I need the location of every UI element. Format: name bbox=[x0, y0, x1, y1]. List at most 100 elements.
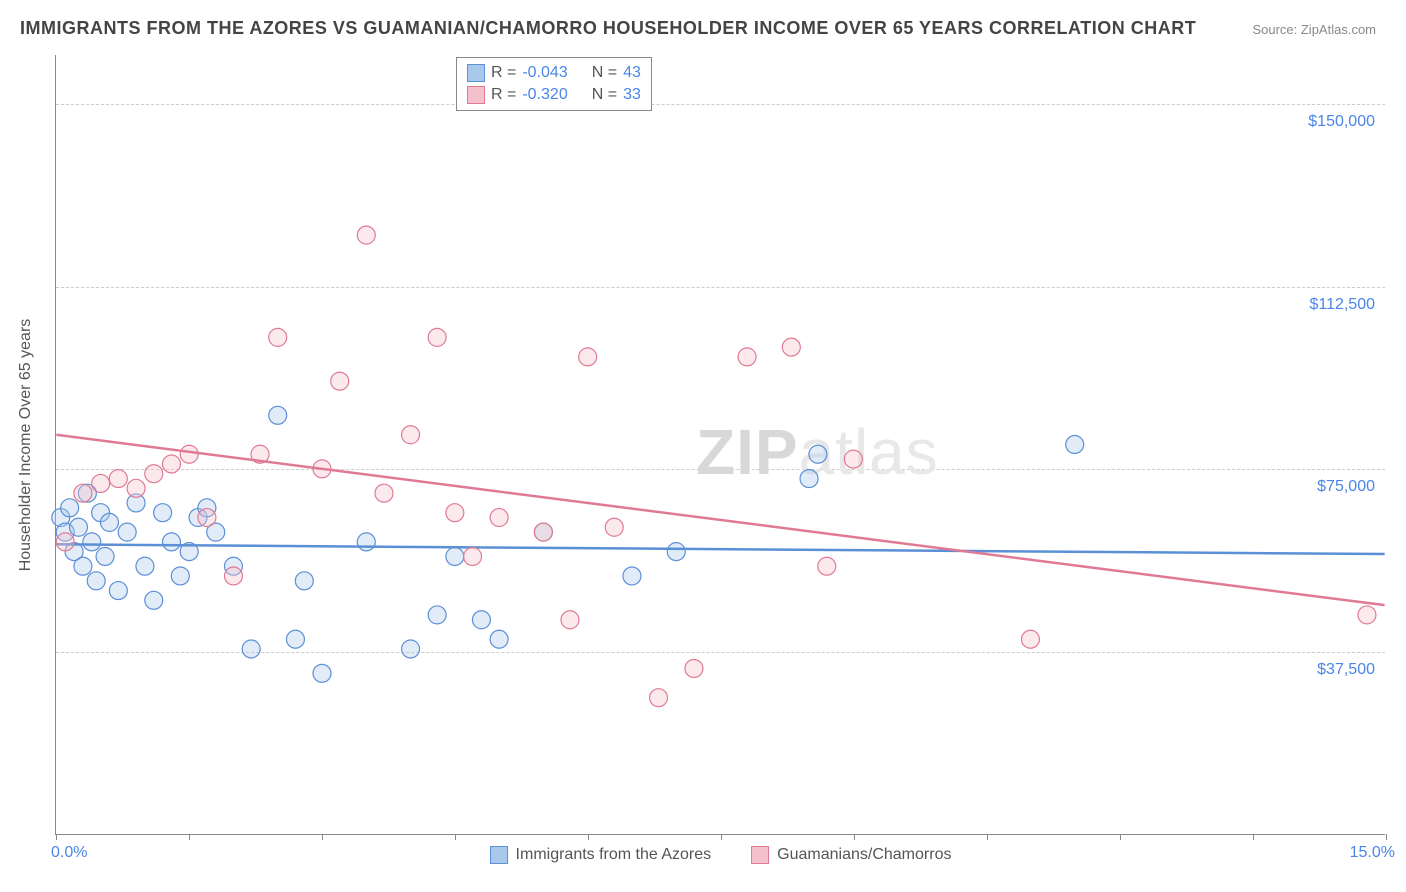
corr-n-label: N = bbox=[592, 84, 617, 106]
scatter-point-azores bbox=[87, 572, 105, 590]
scatter-point-guam bbox=[844, 450, 862, 468]
corr-swatch-azores bbox=[467, 64, 485, 82]
scatter-point-guam bbox=[145, 465, 163, 483]
scatter-point-azores bbox=[118, 523, 136, 541]
corr-r-value: -0.320 bbox=[522, 84, 567, 106]
y-axis-label: Householder Income Over 65 years bbox=[17, 318, 35, 571]
series-legend: Immigrants from the Azores Guamanians/Ch… bbox=[490, 846, 952, 864]
scatter-point-guam bbox=[357, 226, 375, 244]
x-tick bbox=[721, 834, 722, 840]
scatter-point-guam bbox=[464, 547, 482, 565]
scatter-point-azores bbox=[800, 470, 818, 488]
legend-label-azores: Immigrants from the Azores bbox=[516, 846, 712, 864]
scatter-point-azores bbox=[490, 630, 508, 648]
scatter-point-guam bbox=[180, 445, 198, 463]
scatter-point-guam bbox=[561, 611, 579, 629]
x-axis-max-label: 15.0% bbox=[1350, 844, 1395, 862]
corr-r-label: R = bbox=[491, 84, 516, 106]
x-tick bbox=[854, 834, 855, 840]
scatter-point-guam bbox=[109, 470, 127, 488]
corr-legend-row-azores: R = -0.043 N = 43 bbox=[467, 62, 641, 84]
corr-swatch-guam bbox=[467, 86, 485, 104]
scatter-point-azores bbox=[295, 572, 313, 590]
scatter-point-azores bbox=[667, 543, 685, 561]
chart-svg bbox=[56, 55, 1385, 834]
scatter-point-azores bbox=[809, 445, 827, 463]
x-tick bbox=[189, 834, 190, 840]
x-tick bbox=[1253, 834, 1254, 840]
scatter-point-azores bbox=[313, 664, 331, 682]
x-tick bbox=[455, 834, 456, 840]
corr-r-value: -0.043 bbox=[522, 62, 567, 84]
scatter-point-azores bbox=[109, 582, 127, 600]
source-label: Source: ZipAtlas.com bbox=[1252, 22, 1376, 37]
scatter-point-guam bbox=[331, 372, 349, 390]
scatter-point-guam bbox=[402, 426, 420, 444]
scatter-point-azores bbox=[269, 406, 287, 424]
scatter-point-azores bbox=[446, 547, 464, 565]
scatter-point-azores bbox=[70, 518, 88, 536]
scatter-point-azores bbox=[242, 640, 260, 658]
x-tick bbox=[322, 834, 323, 840]
scatter-point-guam bbox=[269, 328, 287, 346]
x-tick bbox=[987, 834, 988, 840]
scatter-point-azores bbox=[83, 533, 101, 551]
scatter-point-guam bbox=[74, 484, 92, 502]
scatter-point-guam bbox=[738, 348, 756, 366]
scatter-point-guam bbox=[446, 504, 464, 522]
correlation-legend: R = -0.043 N = 43 R = -0.320 N = 33 bbox=[456, 57, 652, 111]
scatter-point-azores bbox=[136, 557, 154, 575]
scatter-point-azores bbox=[1066, 436, 1084, 454]
legend-item-azores: Immigrants from the Azores bbox=[490, 846, 712, 864]
x-tick bbox=[1386, 834, 1387, 840]
scatter-point-azores bbox=[402, 640, 420, 658]
x-tick bbox=[588, 834, 589, 840]
scatter-point-azores bbox=[171, 567, 189, 585]
scatter-point-guam bbox=[198, 509, 216, 527]
scatter-point-guam bbox=[534, 523, 552, 541]
scatter-point-guam bbox=[685, 659, 703, 677]
corr-n-label: N = bbox=[592, 62, 617, 84]
scatter-point-guam bbox=[127, 479, 145, 497]
corr-n-value: 43 bbox=[623, 62, 641, 84]
scatter-point-guam bbox=[818, 557, 836, 575]
scatter-point-guam bbox=[782, 338, 800, 356]
x-tick bbox=[1120, 834, 1121, 840]
scatter-point-azores bbox=[286, 630, 304, 648]
scatter-point-guam bbox=[375, 484, 393, 502]
corr-legend-row-guam: R = -0.320 N = 33 bbox=[467, 84, 641, 106]
scatter-point-azores bbox=[145, 591, 163, 609]
scatter-point-guam bbox=[224, 567, 242, 585]
legend-swatch-azores bbox=[490, 846, 508, 864]
scatter-point-guam bbox=[56, 533, 74, 551]
scatter-point-guam bbox=[1021, 630, 1039, 648]
scatter-point-guam bbox=[428, 328, 446, 346]
scatter-point-azores bbox=[74, 557, 92, 575]
corr-r-label: R = bbox=[491, 62, 516, 84]
scatter-point-azores bbox=[154, 504, 172, 522]
legend-swatch-guam bbox=[751, 846, 769, 864]
scatter-point-azores bbox=[162, 533, 180, 551]
chart-title: IMMIGRANTS FROM THE AZORES VS GUAMANIAN/… bbox=[20, 18, 1196, 39]
scatter-point-guam bbox=[92, 474, 110, 492]
legend-item-guam: Guamanians/Chamorros bbox=[751, 846, 951, 864]
scatter-point-azores bbox=[357, 533, 375, 551]
x-axis-min-label: 0.0% bbox=[51, 844, 87, 862]
scatter-point-guam bbox=[650, 689, 668, 707]
trend-line-guam bbox=[56, 435, 1384, 605]
scatter-point-azores bbox=[623, 567, 641, 585]
scatter-point-azores bbox=[61, 499, 79, 517]
trend-line-azores bbox=[56, 544, 1384, 554]
scatter-point-guam bbox=[605, 518, 623, 536]
scatter-point-azores bbox=[428, 606, 446, 624]
scatter-point-guam bbox=[579, 348, 597, 366]
corr-n-value: 33 bbox=[623, 84, 641, 106]
scatter-point-guam bbox=[490, 509, 508, 527]
x-tick bbox=[56, 834, 57, 840]
scatter-point-azores bbox=[100, 513, 118, 531]
legend-label-guam: Guamanians/Chamorros bbox=[777, 846, 951, 864]
plot-area: Householder Income Over 65 years $37,500… bbox=[55, 55, 1385, 835]
scatter-point-azores bbox=[96, 547, 114, 565]
scatter-point-azores bbox=[472, 611, 490, 629]
scatter-point-guam bbox=[162, 455, 180, 473]
